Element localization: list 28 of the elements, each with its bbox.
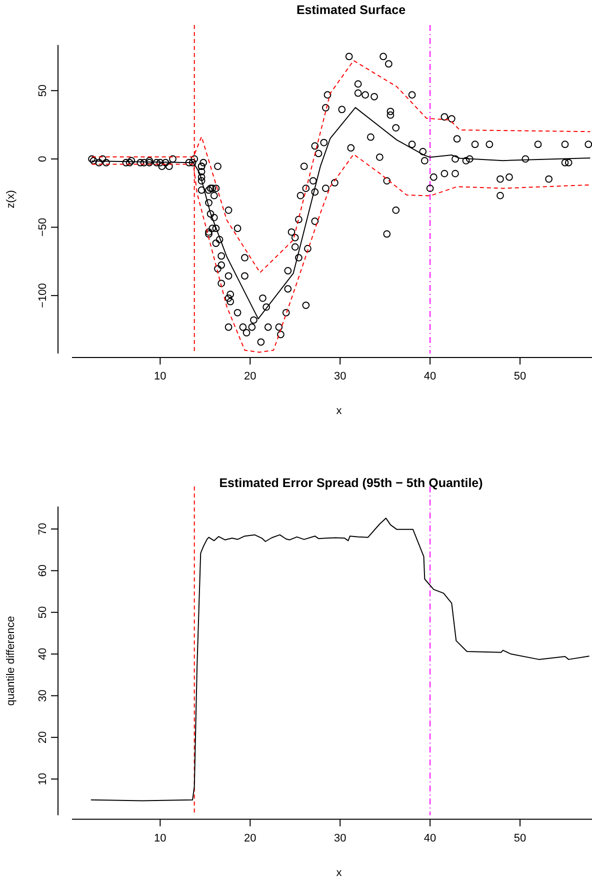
- x-tick-label: 20: [244, 370, 256, 382]
- x-axis-title: x: [336, 405, 342, 417]
- line-series: [90, 518, 590, 802]
- x-tick-label: 10: [154, 832, 166, 844]
- y-axis-title: quantile difference: [5, 616, 17, 706]
- x-tick-label: 40: [424, 370, 436, 382]
- y-tick-label: 10: [37, 772, 49, 786]
- chart-title: Estimated Error Spread (95th − 5th Quantile): [219, 476, 483, 490]
- y-tick-label: 40: [37, 648, 49, 660]
- chart-title: Estimated Surface: [296, 3, 406, 17]
- x-tick-label: 50: [514, 832, 526, 844]
- x-tick-label: 30: [334, 832, 346, 844]
- y-axis-title: z(x): [5, 190, 17, 208]
- y-tick-label: 0: [37, 156, 49, 162]
- x-tick-label: 20: [244, 832, 256, 844]
- y-tick-label: −50: [37, 218, 49, 237]
- x-tick-label: 30: [334, 370, 346, 382]
- x-axis-title: x: [336, 867, 342, 879]
- y-tick-label: 20: [37, 731, 49, 744]
- y-tick-label: 70: [37, 522, 49, 536]
- y-tick-label: 30: [37, 690, 49, 702]
- x-tick-label: 40: [424, 832, 436, 844]
- y-tick-label: 50: [37, 84, 49, 97]
- x-tick-label: 50: [514, 370, 526, 382]
- y-tick-label: 60: [37, 564, 49, 577]
- y-tick-label: 50: [37, 606, 49, 618]
- x-tick-label: 10: [154, 370, 166, 382]
- y-tick-label: −100: [37, 283, 49, 308]
